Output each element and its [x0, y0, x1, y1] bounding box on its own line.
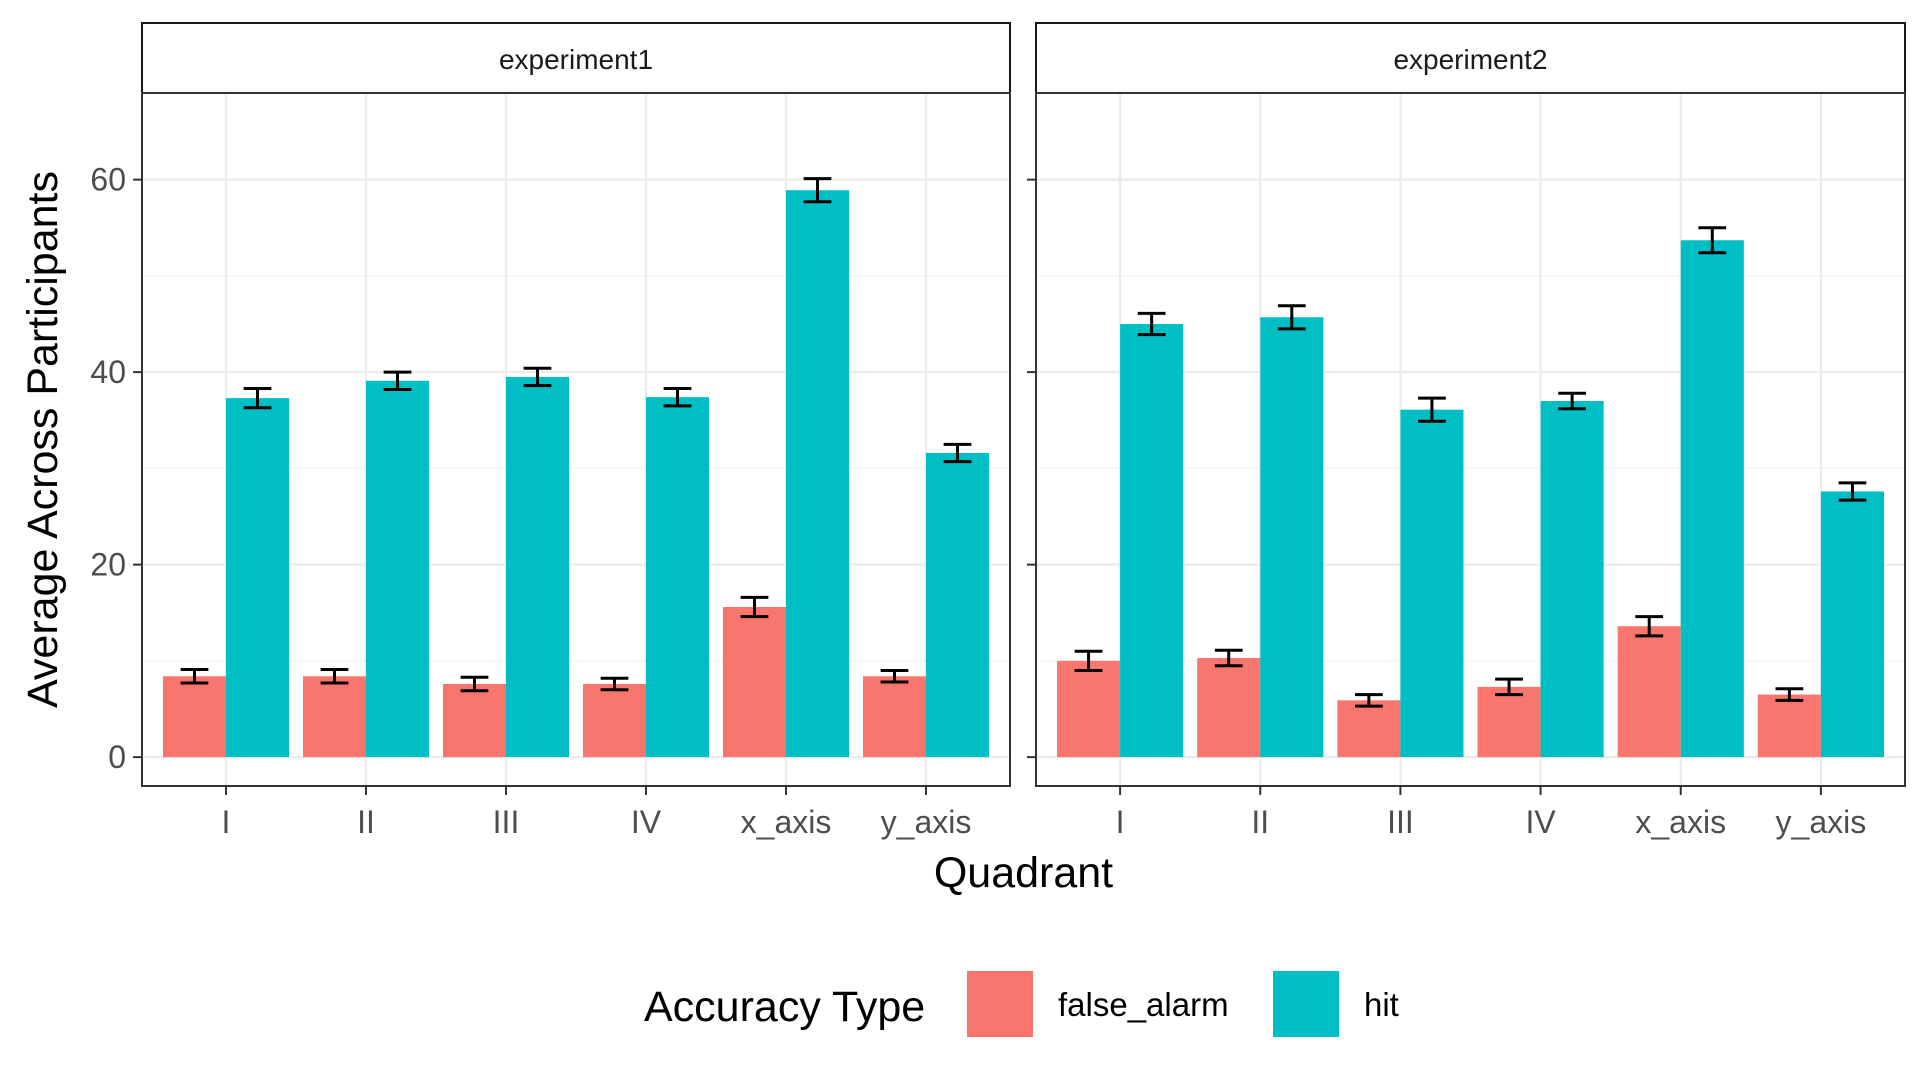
y-tick-label: 0 [108, 739, 126, 775]
errorbar-false_alarm-x_axis [1635, 615, 1664, 638]
errorbar-hit-III [523, 366, 552, 388]
errorbar-hit-y_axis [943, 442, 972, 464]
bar-false_alarm-y_axis [1757, 694, 1821, 758]
errorbar-false_alarm-IV [1495, 677, 1523, 697]
errorbar-hit-x_axis [1698, 226, 1727, 255]
bar-false_alarm-x_axis [1617, 626, 1681, 758]
bar-hit-IV [1540, 401, 1604, 758]
x-tick-label: y_axis [881, 804, 972, 840]
bar-false_alarm-III [443, 683, 506, 758]
errorbar-hit-III [1418, 396, 1446, 423]
bar-false_alarm-y_axis [863, 676, 926, 758]
errorbar-false_alarm-y_axis [1775, 687, 1804, 702]
x-tick-label: x_axis [1635, 804, 1726, 840]
errorbar-false_alarm-III [1355, 693, 1383, 708]
errorbar-hit-y_axis [1838, 481, 1867, 502]
errorbar-hit-I [243, 386, 272, 410]
bar-false_alarm-IV [583, 683, 646, 758]
errorbar-false_alarm-II [320, 668, 349, 685]
panel-border [1035, 92, 1906, 787]
y-tick-label: 40 [90, 354, 126, 390]
bar-false_alarm-III [1337, 700, 1401, 758]
bar-false_alarm-I [163, 676, 226, 758]
facet-strip [1035, 22, 1906, 94]
x-tick-label: I [1116, 804, 1125, 840]
x-axis-title: Quadrant [934, 849, 1113, 897]
bar-hit-x_axis [1680, 240, 1744, 758]
facet-strip-label: experiment2 [1393, 44, 1547, 75]
facet-strip [141, 22, 1011, 94]
errorbar-false_alarm-III [460, 675, 489, 693]
x-tick-label: x_axis [741, 804, 832, 840]
legend-key-false_alarm [967, 971, 1033, 1037]
errorbar-hit-IV [1558, 391, 1586, 411]
bar-hit-II [366, 380, 429, 758]
y-tick-label: 20 [90, 547, 126, 583]
bar-hit-III [506, 376, 569, 758]
panel-border [141, 92, 1011, 787]
y-axis-title: Average Across Participants [19, 171, 67, 708]
errorbar-hit-I [1137, 311, 1166, 337]
bar-hit-I [1120, 324, 1184, 758]
errorbar-false_alarm-I [180, 668, 209, 685]
bar-hit-y_axis [926, 452, 989, 758]
legend-label-false_alarm: false_alarm [1058, 986, 1229, 1023]
facet-strip-label: experiment1 [499, 44, 653, 75]
bar-hit-II [1260, 317, 1324, 758]
errorbar-hit-x_axis [803, 177, 832, 204]
bar-false_alarm-I [1057, 660, 1121, 758]
errorbar-hit-II [1277, 304, 1306, 331]
errorbar-false_alarm-I [1074, 649, 1103, 672]
x-tick-label: II [357, 804, 375, 840]
errorbar-hit-II [383, 370, 412, 391]
errorbar-false_alarm-IV [600, 676, 629, 692]
x-tick-label: III [493, 804, 520, 840]
bar-false_alarm-II [1197, 657, 1261, 758]
bar-hit-IV [646, 397, 709, 758]
x-tick-label: III [1387, 804, 1414, 840]
legend-title: Accuracy Type [644, 983, 925, 1031]
bar-hit-III [1400, 409, 1464, 758]
x-tick-label: IV [631, 804, 662, 840]
y-tick-label: 60 [90, 162, 126, 198]
errorbar-hit-IV [663, 386, 692, 408]
bar-false_alarm-II [303, 676, 366, 758]
x-tick-label: II [1251, 804, 1269, 840]
bar-false_alarm-IV [1477, 686, 1541, 758]
x-tick-label: y_axis [1776, 804, 1867, 840]
bar-hit-x_axis [786, 190, 849, 758]
errorbar-false_alarm-x_axis [740, 595, 769, 619]
errorbar-false_alarm-y_axis [880, 669, 909, 684]
legend: Accuracy Type false_alarm hit [644, 971, 1399, 1037]
legend-key-hit [1273, 971, 1339, 1037]
x-tick-label: IV [1525, 804, 1556, 840]
legend-label-hit: hit [1364, 986, 1399, 1023]
bar-hit-I [226, 398, 289, 758]
bar-hit-y_axis [1820, 491, 1884, 758]
bar-false_alarm-x_axis [723, 606, 786, 758]
x-tick-label: I [222, 804, 231, 840]
errorbar-false_alarm-II [1214, 648, 1243, 668]
